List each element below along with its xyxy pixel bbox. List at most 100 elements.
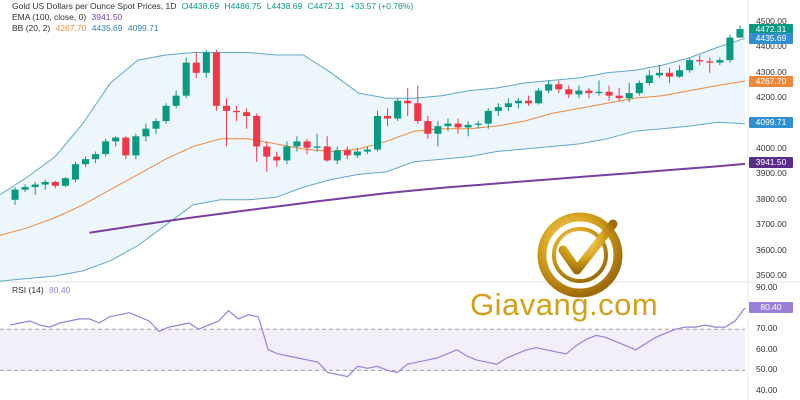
rsi-label: RSI (14) bbox=[12, 285, 44, 295]
rsi-tick-label: 70.00 bbox=[756, 323, 778, 334]
candle-body bbox=[222, 105, 230, 111]
candle-body bbox=[182, 62, 190, 96]
candle-body bbox=[384, 115, 392, 119]
candle-body bbox=[394, 100, 402, 119]
price-tick-label: 4200.00 bbox=[756, 92, 787, 103]
candle-body bbox=[112, 137, 120, 142]
bb-band-fill bbox=[0, 38, 745, 282]
candle-body bbox=[31, 184, 39, 188]
candle-body bbox=[192, 62, 200, 73]
candle-body bbox=[293, 141, 301, 147]
ema-line bbox=[89, 162, 746, 234]
candle-body bbox=[514, 100, 522, 104]
price-tick-label: 3700.00 bbox=[756, 219, 787, 230]
legend-rsi[interactable]: RSI (14) 80.40 bbox=[12, 285, 73, 296]
rsi-tick-label: 60.00 bbox=[756, 343, 778, 354]
rsi-badge: 80.40 bbox=[749, 302, 793, 313]
candle-body bbox=[595, 91, 603, 94]
symbol-title[interactable]: Gold US Dollars per Ounce Spot Prices, 1… bbox=[12, 1, 177, 11]
legend-main: Gold US Dollars per Ounce Spot Prices, 1… bbox=[12, 1, 416, 12]
candle-body bbox=[41, 182, 49, 185]
candle-body bbox=[172, 95, 180, 106]
candle-body bbox=[605, 91, 613, 96]
candle-body bbox=[283, 146, 291, 161]
candle-body bbox=[726, 37, 734, 61]
close-price-badge: 4472.31 bbox=[749, 24, 793, 35]
change-value: +33.57 (+0.76%) bbox=[349, 1, 414, 11]
bb-upper-line bbox=[0, 37, 746, 196]
ema-badge: 3941.50 bbox=[749, 157, 793, 168]
rsi-tick-label: 90.00 bbox=[756, 282, 778, 292]
bb-label: BB (20, 2) bbox=[12, 23, 51, 33]
price-tick-label: 4400.00 bbox=[756, 41, 787, 52]
legend-ema[interactable]: EMA (100, close, 0) 3941.50 bbox=[12, 12, 125, 23]
candle-body bbox=[21, 187, 29, 190]
candle-body bbox=[363, 149, 371, 152]
candle-body bbox=[655, 72, 663, 76]
candle-body bbox=[535, 90, 543, 104]
candle-body bbox=[676, 70, 684, 77]
rsi-value: 80.40 bbox=[49, 285, 71, 295]
candle-body bbox=[565, 89, 573, 95]
candle-body bbox=[575, 90, 583, 95]
high-value: H4486.75 bbox=[224, 1, 262, 11]
candle-body bbox=[625, 93, 633, 99]
candle-body bbox=[253, 115, 261, 147]
bb-lower-value: 4099.71 bbox=[127, 23, 159, 33]
candle-body bbox=[152, 121, 160, 129]
candle-body bbox=[736, 29, 744, 38]
candle-body bbox=[555, 84, 563, 90]
rsi-line bbox=[9, 307, 746, 378]
candle-body bbox=[11, 189, 19, 200]
candle-body bbox=[615, 95, 623, 99]
candle-body bbox=[102, 141, 110, 155]
candle-body bbox=[71, 164, 79, 180]
candle-body bbox=[313, 146, 321, 148]
gold-checkmark-logo-icon bbox=[537, 212, 623, 298]
candle-body bbox=[212, 52, 220, 106]
candle-body bbox=[444, 123, 452, 127]
bb-basis-badge: 4267.70 bbox=[749, 76, 793, 87]
candle-body bbox=[202, 52, 210, 73]
price-tick-label: 3900.00 bbox=[756, 168, 787, 179]
candle-body bbox=[233, 110, 241, 113]
candle-body bbox=[51, 182, 59, 186]
candle-body bbox=[373, 115, 382, 150]
rsi-tick-label: 40.00 bbox=[756, 385, 778, 395]
bb-lower-line bbox=[0, 121, 746, 282]
bb-upper-badge: 4435.69 bbox=[749, 33, 793, 44]
candle-body bbox=[645, 75, 653, 83]
ema-value: 3941.50 bbox=[91, 12, 123, 22]
candle-body bbox=[635, 82, 643, 94]
bb-basis-value: 4267.70 bbox=[55, 23, 87, 33]
price-tick-label: 4000.00 bbox=[756, 143, 787, 153]
bb-upper-value: 4435.69 bbox=[91, 23, 123, 33]
candle-body bbox=[353, 151, 361, 156]
candle-body bbox=[323, 146, 331, 161]
candle-body bbox=[61, 178, 69, 186]
candle-body bbox=[122, 137, 130, 156]
watermark-text: Giavang.com bbox=[470, 287, 659, 322]
candle-body bbox=[424, 121, 432, 134]
candle-body bbox=[484, 110, 492, 124]
candle-body bbox=[585, 90, 593, 94]
candle-body bbox=[92, 154, 100, 160]
price-tick-label: 3800.00 bbox=[756, 193, 787, 204]
candle-body bbox=[273, 156, 281, 161]
candle-body bbox=[525, 100, 533, 104]
legend-bb[interactable]: BB (20, 2) 4267.70 4435.69 4099.71 bbox=[12, 23, 162, 34]
candle-body bbox=[464, 124, 472, 128]
candle-body bbox=[696, 60, 704, 62]
candle-body bbox=[706, 61, 714, 63]
price-tick-label: 4300.00 bbox=[756, 66, 787, 77]
candle-body bbox=[686, 60, 694, 71]
candle-body bbox=[263, 146, 271, 157]
candle-body bbox=[454, 123, 462, 128]
low-value: L4438.69 bbox=[266, 1, 303, 11]
candle-body bbox=[132, 136, 140, 156]
rsi-tick-label: 50.00 bbox=[756, 364, 778, 375]
price-tick-label: 3500.00 bbox=[756, 270, 787, 280]
bb-lower-badge: 4099.71 bbox=[749, 117, 793, 128]
